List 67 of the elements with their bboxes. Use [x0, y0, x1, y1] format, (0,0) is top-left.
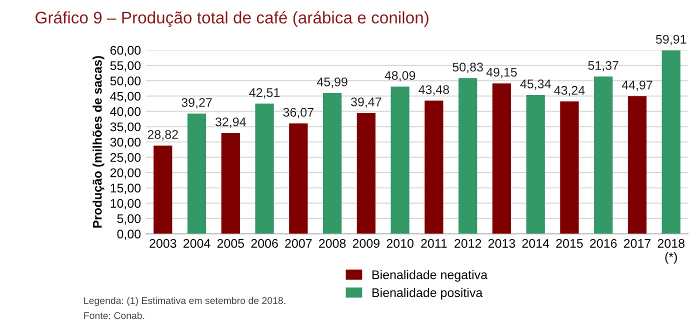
data-label: 44,97 [622, 80, 652, 91]
x-tick-label: 2016 [590, 238, 617, 248]
x-tick-label: 2006 [251, 238, 278, 248]
data-label: 39,47 [351, 97, 382, 108]
bar [255, 104, 274, 234]
data-label: 45,99 [316, 78, 348, 88]
data-label: 43,24 [554, 86, 585, 96]
y-tick-label: 50,00 [110, 76, 141, 87]
y-tick-label: 60,00 [110, 46, 141, 56]
x-tick-label: 2015 [556, 238, 583, 248]
x-tick-label: 2018 (*) [658, 238, 684, 264]
data-label: 42,51 [249, 88, 280, 98]
bar [662, 50, 680, 234]
x-tick-label: 2010 [386, 238, 414, 248]
data-label: 51,37 [588, 61, 618, 72]
y-tick-label: 10,00 [110, 198, 141, 210]
data-label: 43,48 [418, 85, 450, 96]
legend-label: Bienalidade positiva [372, 288, 483, 300]
y-tick-label: 40,00 [110, 107, 141, 118]
data-label: 32,94 [215, 117, 246, 128]
y-tick-label: 0,00 [117, 230, 141, 240]
bar [594, 76, 613, 234]
data-label: 50,83 [452, 62, 483, 74]
data-label: 45,34 [520, 79, 551, 90]
x-tick-label: 2007 [285, 238, 312, 248]
bar [356, 112, 376, 234]
text: Legenda: (1) Estimativa em setembro de 2018. [84, 296, 286, 306]
source-note: Fonte: Conab. [84, 312, 144, 320]
bar [560, 101, 579, 234]
bar [221, 132, 240, 234]
bar [187, 114, 206, 234]
x-tick-label: 2013 [488, 238, 516, 248]
y-tick-label: 5,00 [117, 214, 141, 225]
x-tick-label: 2004 [184, 238, 210, 248]
chart-title: Gráfico 9 – Produção total de café (arábica e conilon) [36, 11, 428, 27]
bar [424, 100, 444, 234]
y-tick-label: 25,00 [110, 153, 141, 164]
y-tick-label: 20,00 [110, 168, 141, 179]
x-tick-label: 2009 [352, 238, 380, 248]
data-label: 39,27 [182, 98, 212, 108]
y-tick-label: 35,00 [110, 122, 141, 133]
bar [322, 92, 342, 234]
x-tick-label: 2014 [522, 238, 550, 248]
data-label: 49,15 [486, 68, 517, 78]
data-label: 28,82 [148, 130, 178, 140]
y-tick-label: 15,00 [110, 184, 141, 194]
data-label: 36,07 [283, 108, 314, 118]
y-tick-label: 55,00 [110, 61, 141, 72]
bar [154, 146, 172, 234]
bar [628, 96, 647, 234]
x-tick-label: 2012 [454, 238, 482, 248]
y-tick-label: 30,00 [110, 138, 141, 148]
legend-label: Bienalidade negativa [372, 270, 488, 282]
bar [526, 94, 545, 234]
x-tick-label: 2011 [421, 238, 447, 248]
x-tick-label: 2017 [624, 238, 651, 248]
bar [458, 78, 478, 234]
x-tick-label: 2008 [319, 238, 346, 248]
bar [492, 83, 512, 234]
y-axis-title: Produção (milhões de sacas) [92, 56, 104, 228]
bar [289, 123, 308, 234]
y-tick-label: 45,00 [110, 92, 141, 102]
bar [390, 86, 410, 234]
data-label: 59,91 [656, 34, 686, 46]
data-label: 48,09 [384, 71, 416, 82]
x-tick-label: 2003 [150, 238, 176, 248]
x-tick-label: 2005 [217, 238, 244, 248]
